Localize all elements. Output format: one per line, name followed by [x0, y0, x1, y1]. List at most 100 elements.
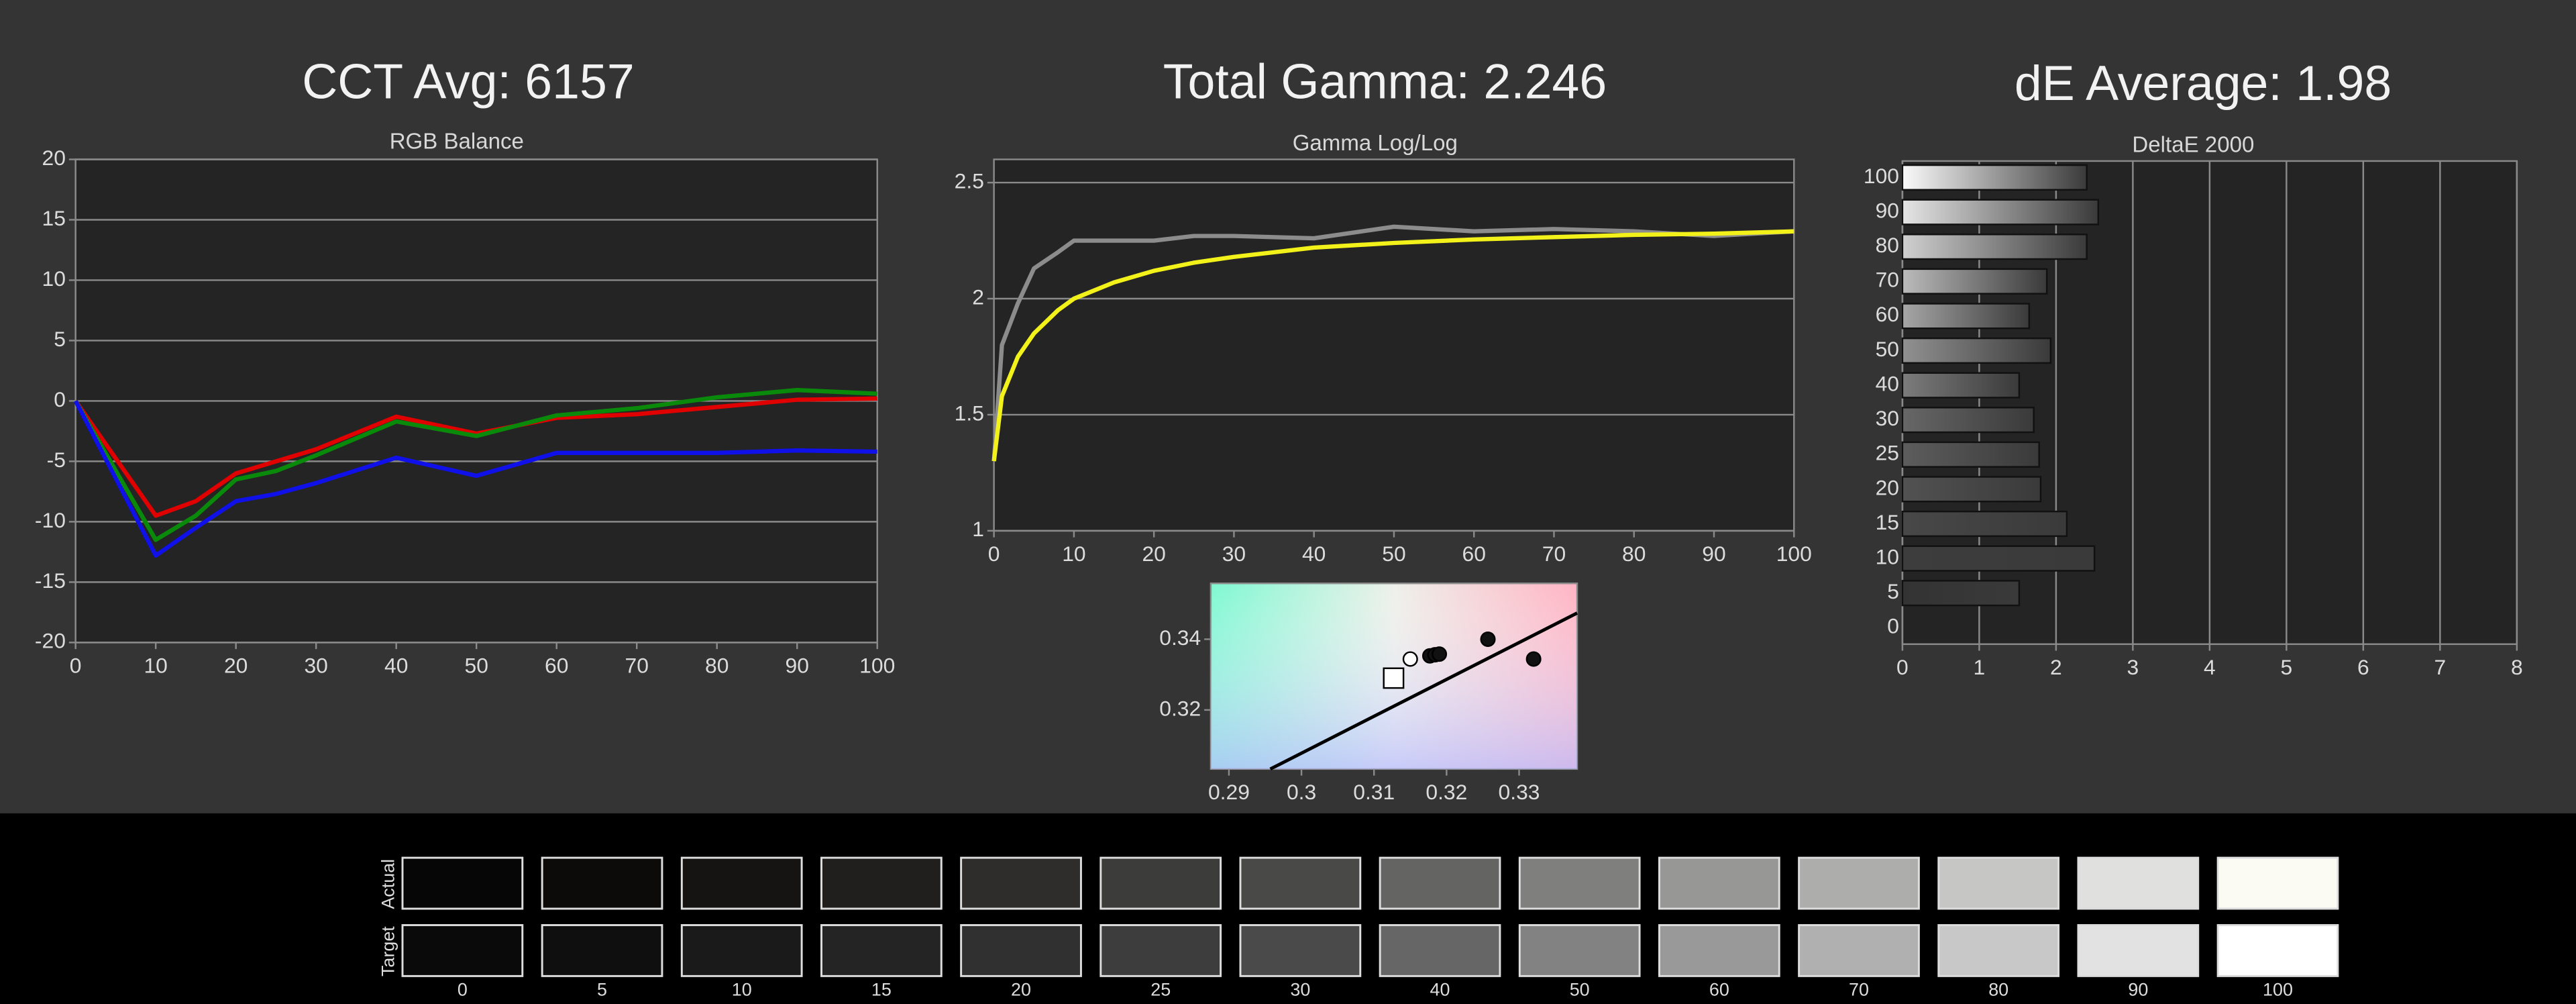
- y-tick-label: 10: [1876, 545, 1899, 569]
- x-tick-label: 6: [2357, 655, 2369, 679]
- swatch: [1658, 856, 1780, 910]
- x-tick-label: 100: [859, 653, 895, 677]
- y-tick-label: 5: [1887, 579, 1899, 603]
- y-tick-label: -20: [35, 629, 66, 653]
- bar: [1901, 372, 2021, 399]
- x-tick-label: 4: [2204, 655, 2216, 679]
- swatch: [2216, 924, 2339, 977]
- x-tick-label: 10: [1062, 542, 1085, 566]
- bar: [1901, 545, 2096, 572]
- chart-title: RGB Balance: [390, 130, 524, 154]
- bar: [1901, 580, 2021, 607]
- x-tick-label: 0.3: [1287, 780, 1316, 804]
- heading: CCT Avg: 6157: [302, 54, 635, 109]
- swatch: [1798, 924, 1920, 977]
- swatch-label: 90: [2128, 980, 2148, 1000]
- y-tick-label: 15: [42, 206, 66, 230]
- swatch-label: 60: [1709, 980, 1729, 1000]
- swatch-label: 70: [1849, 980, 1869, 1000]
- swatch: [1518, 924, 1641, 977]
- swatch: [1658, 924, 1780, 977]
- y-tick-label: 20: [42, 146, 66, 170]
- swatch: [1798, 856, 1920, 910]
- x-tick-label: 3: [2127, 655, 2139, 679]
- bar: [1901, 268, 2048, 295]
- swatch: [1937, 856, 2060, 910]
- x-tick-label: 0.33: [1499, 780, 1540, 804]
- swatch: [1379, 856, 1501, 910]
- x-tick-label: 40: [1302, 542, 1326, 566]
- x-tick-label: 7: [2434, 655, 2446, 679]
- y-tick-label: 0: [54, 387, 66, 411]
- x-tick-label: 30: [1222, 542, 1246, 566]
- x-tick-label: 5: [2281, 655, 2293, 679]
- x-tick-label: 0: [1896, 655, 1909, 679]
- bar: [1901, 476, 2042, 503]
- series-line: [991, 229, 1794, 462]
- y-tick-label: 40: [1876, 371, 1899, 395]
- locus-line: [1269, 611, 1578, 771]
- y-tick-label: 1.5: [955, 401, 984, 425]
- series-line: [74, 396, 877, 518]
- bar: [1901, 407, 2035, 434]
- swatch-label: 5: [597, 980, 607, 1000]
- y-tick-label: 90: [1876, 198, 1899, 222]
- x-tick-label: 40: [384, 653, 408, 677]
- y-tick-label: 10: [42, 266, 66, 291]
- swatch: [2077, 924, 2200, 977]
- x-tick-label: 60: [545, 653, 568, 677]
- swatch: [541, 924, 663, 977]
- y-tick-label: 15: [1876, 510, 1899, 534]
- x-tick-label: 70: [625, 653, 649, 677]
- series-line: [73, 388, 877, 542]
- swatch: [2077, 856, 2200, 910]
- swatch: [2216, 856, 2339, 910]
- series-line: [73, 399, 877, 558]
- swatch: [541, 856, 663, 910]
- swatch-label: 30: [1290, 980, 1310, 1000]
- y-tick-label: 30: [1876, 406, 1899, 430]
- x-tick-label: 20: [224, 653, 248, 677]
- swatch: [401, 924, 524, 977]
- swatch: [960, 924, 1082, 977]
- measured-point: [1525, 651, 1542, 667]
- plot-area: [993, 158, 1795, 532]
- x-tick-label: 60: [1462, 542, 1486, 566]
- x-tick-label: 2: [2050, 655, 2062, 679]
- y-tick-label: 0.32: [1159, 696, 1201, 720]
- x-tick-label: 100: [1776, 542, 1812, 566]
- x-tick-label: 50: [1382, 542, 1405, 566]
- swatch-label: 15: [871, 980, 892, 1000]
- swatch: [1518, 856, 1641, 910]
- chart-title: Gamma Log/Log: [1293, 131, 1458, 156]
- y-tick-label: -5: [47, 448, 66, 472]
- x-tick-label: 70: [1542, 542, 1566, 566]
- swatch-label: 20: [1011, 980, 1031, 1000]
- swatch-label: 0: [458, 980, 468, 1000]
- bar: [1901, 441, 2040, 468]
- x-tick-label: 0.32: [1426, 780, 1467, 804]
- y-tick-label: -15: [35, 568, 66, 593]
- y-tick-label: 1: [972, 517, 984, 541]
- x-tick-label: 0: [988, 542, 1000, 566]
- x-tick-label: 0: [70, 653, 82, 677]
- y-tick-label: 100: [1864, 164, 1899, 188]
- x-tick-label: 1: [1974, 655, 1986, 679]
- heading: Total Gamma: 2.246: [1163, 54, 1607, 109]
- swatch-label: 40: [1430, 980, 1450, 1000]
- y-tick-label: 20: [1876, 475, 1899, 499]
- bar: [1901, 234, 2088, 260]
- y-tick-label: 70: [1876, 268, 1899, 292]
- row-label: Target: [378, 926, 398, 976]
- y-tick-label: 5: [54, 327, 66, 351]
- swatch: [1099, 856, 1222, 910]
- bar: [1901, 303, 2031, 330]
- y-tick-label: 2: [972, 285, 984, 309]
- swatch: [820, 924, 943, 977]
- swatch: [1379, 924, 1501, 977]
- y-tick-label: -10: [35, 508, 66, 532]
- bar: [1901, 337, 2052, 364]
- y-tick-label: 50: [1876, 337, 1899, 361]
- series-line: [991, 224, 1794, 462]
